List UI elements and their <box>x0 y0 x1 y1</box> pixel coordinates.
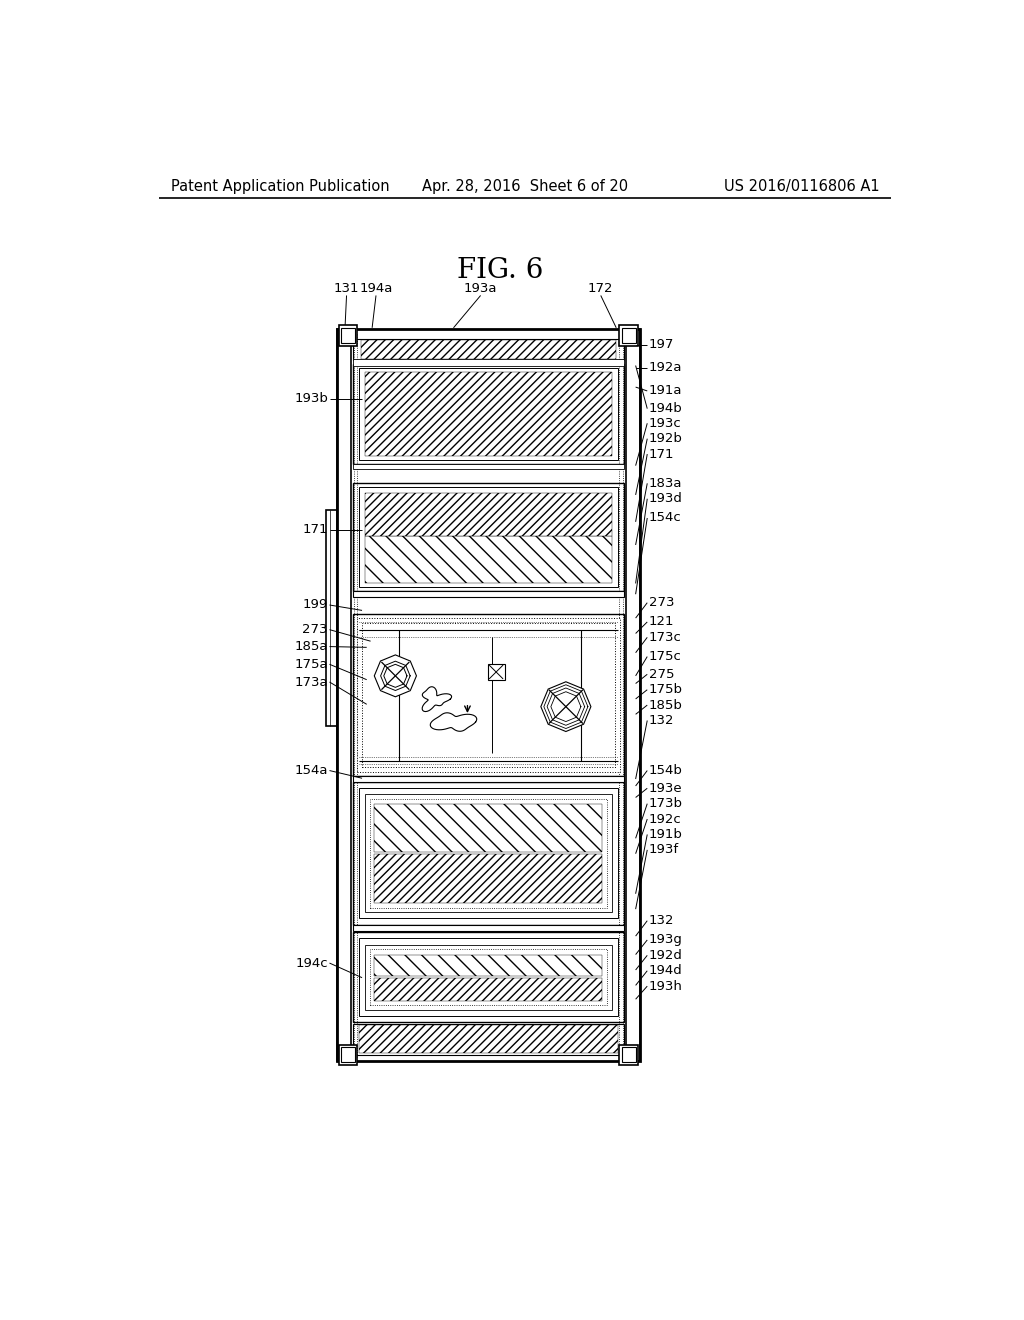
Bar <box>359 788 617 919</box>
Bar <box>366 372 611 457</box>
Text: 197: 197 <box>649 338 674 351</box>
Text: 132: 132 <box>649 915 674 927</box>
Bar <box>622 327 636 343</box>
Polygon shape <box>375 655 417 697</box>
Text: 194b: 194b <box>649 403 683 416</box>
Bar <box>327 511 337 726</box>
Bar <box>375 954 602 977</box>
Bar <box>487 664 505 681</box>
Bar <box>370 799 607 908</box>
Text: 194c: 194c <box>295 957 328 970</box>
Bar <box>375 854 602 903</box>
Bar <box>359 368 617 461</box>
Bar <box>366 536 611 583</box>
Text: 275: 275 <box>649 668 674 681</box>
Text: 175b: 175b <box>649 684 683 696</box>
Text: 273: 273 <box>302 623 328 636</box>
Text: 154b: 154b <box>649 764 683 777</box>
Text: 193b: 193b <box>294 392 328 405</box>
Text: 131: 131 <box>334 281 359 294</box>
Text: 154a: 154a <box>295 764 328 777</box>
Bar <box>370 949 607 1006</box>
Text: 172: 172 <box>588 281 613 294</box>
Text: 173c: 173c <box>649 631 682 644</box>
Text: 171: 171 <box>302 523 328 536</box>
Bar <box>620 326 638 346</box>
Text: 191b: 191b <box>649 828 683 841</box>
Text: 132: 132 <box>649 714 674 727</box>
Bar <box>352 339 624 360</box>
Text: 273: 273 <box>649 597 674 610</box>
Bar <box>366 494 611 536</box>
Bar <box>339 326 357 346</box>
Bar <box>352 776 624 781</box>
Text: 192c: 192c <box>649 813 682 825</box>
Text: 194a: 194a <box>359 281 392 294</box>
Bar <box>620 1044 638 1065</box>
Text: 194d: 194d <box>649 964 683 977</box>
Text: US 2016/0116806 A1: US 2016/0116806 A1 <box>724 178 880 194</box>
Bar <box>352 614 624 776</box>
Bar <box>341 1047 355 1063</box>
Bar <box>622 1047 636 1063</box>
Bar <box>366 795 611 912</box>
Bar <box>359 939 617 1016</box>
Text: 192b: 192b <box>649 432 683 445</box>
Bar <box>352 359 624 366</box>
Text: 193a: 193a <box>464 281 498 294</box>
Bar <box>375 804 602 853</box>
Text: 175c: 175c <box>649 649 682 663</box>
Bar <box>339 1044 357 1065</box>
Bar <box>362 623 614 767</box>
Text: 193f: 193f <box>649 843 679 857</box>
Text: 193d: 193d <box>649 492 683 506</box>
Text: 191a: 191a <box>649 384 682 397</box>
Text: 193c: 193c <box>649 417 682 430</box>
Text: 173a: 173a <box>294 676 328 689</box>
Bar <box>341 327 355 343</box>
Text: 199: 199 <box>303 598 328 611</box>
Text: 121: 121 <box>649 615 674 628</box>
Text: 185b: 185b <box>649 698 683 711</box>
Text: 171: 171 <box>649 447 674 461</box>
Text: Patent Application Publication: Patent Application Publication <box>171 178 389 194</box>
Bar <box>352 465 624 469</box>
Text: 175a: 175a <box>294 657 328 671</box>
Text: 193g: 193g <box>649 933 683 946</box>
Bar <box>360 341 616 359</box>
Bar <box>337 330 640 1061</box>
Bar <box>352 781 624 924</box>
Bar <box>366 945 611 1010</box>
Text: 183a: 183a <box>649 477 682 490</box>
Bar <box>375 978 602 1001</box>
Text: FIG. 6: FIG. 6 <box>457 256 543 284</box>
Polygon shape <box>541 681 591 731</box>
Bar <box>356 618 621 772</box>
Bar <box>337 330 351 1061</box>
Bar <box>352 924 624 931</box>
Text: 193e: 193e <box>649 781 682 795</box>
Bar <box>352 1024 624 1055</box>
Bar <box>359 487 617 587</box>
Bar <box>352 591 624 598</box>
Text: 192d: 192d <box>649 949 683 962</box>
Bar <box>626 330 640 1061</box>
Bar <box>359 1026 617 1053</box>
Text: Apr. 28, 2016  Sheet 6 of 20: Apr. 28, 2016 Sheet 6 of 20 <box>422 178 628 194</box>
Text: 193h: 193h <box>649 979 683 993</box>
Bar <box>352 364 624 465</box>
Bar <box>352 932 624 1022</box>
Text: 154c: 154c <box>649 511 682 524</box>
Text: 173b: 173b <box>649 797 683 810</box>
Bar <box>352 483 624 591</box>
Text: 185a: 185a <box>295 640 328 653</box>
Text: 192a: 192a <box>649 362 682 375</box>
